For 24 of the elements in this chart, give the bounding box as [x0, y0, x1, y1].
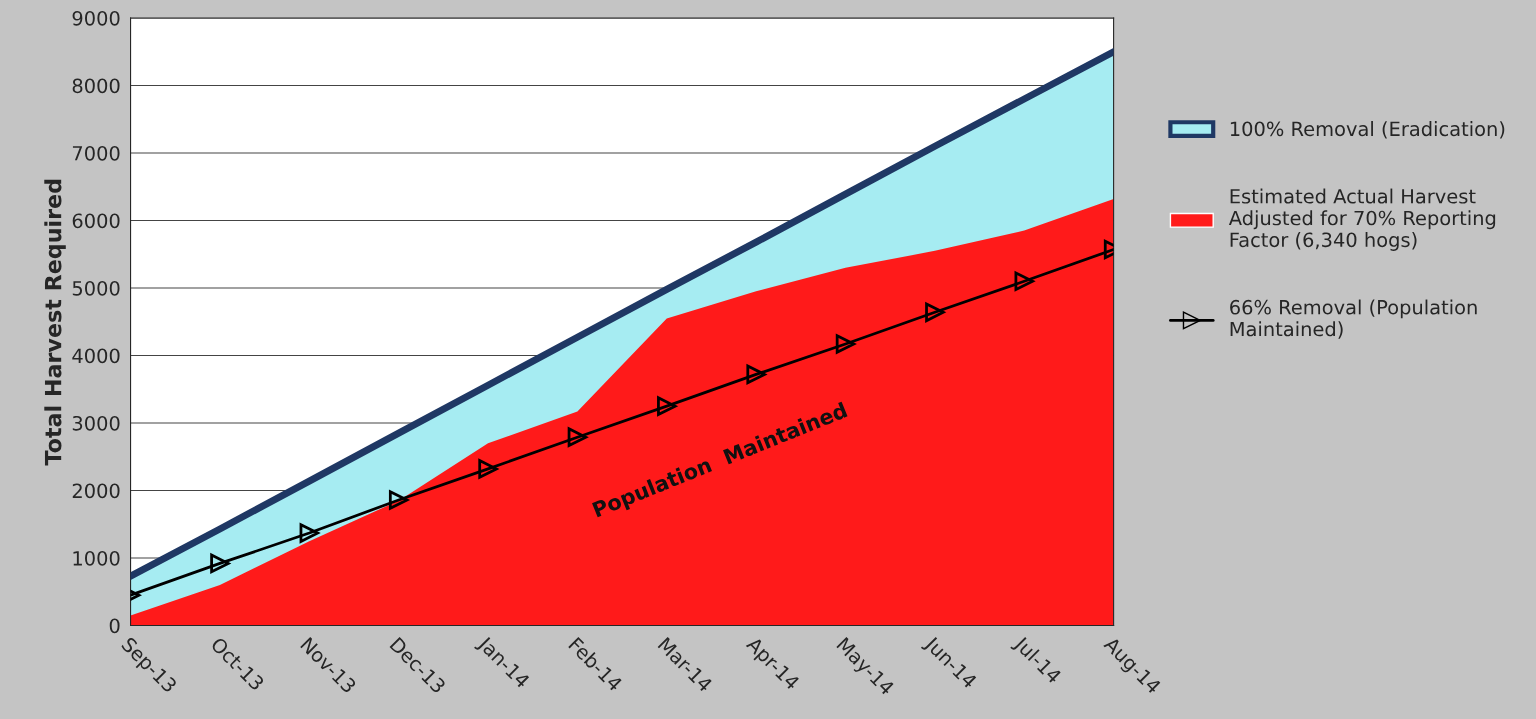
y-tick-label: 5000 — [72, 280, 120, 296]
y-tick-label: 1000 — [73, 550, 120, 566]
point — [567, 427, 588, 447]
point — [478, 459, 498, 479]
y-axis-title: Total Harvest Required — [44, 179, 66, 466]
legend-label: 66% Removal (Population Maintained) — [1230, 299, 1477, 339]
point — [1014, 271, 1034, 291]
y-tick-label: 9000 — [72, 10, 120, 26]
point — [746, 364, 766, 385]
y-tick-label: 2000 — [72, 483, 120, 499]
y-tick-label: 0 — [109, 618, 120, 634]
legend-label: Estimated Actual Harvest Adjusted for 70% Reporting Factor (6,340 hogs) — [1228, 188, 1496, 251]
y-tick-label: 6000 — [72, 213, 120, 229]
point — [657, 396, 677, 416]
point — [388, 490, 409, 510]
point — [835, 334, 856, 354]
point — [210, 553, 230, 574]
legend-label: 100% Removal (Eradication) — [1230, 121, 1505, 139]
y-tick-label: 4000 — [72, 348, 120, 364]
y-tick-label: 7000 — [72, 145, 120, 161]
point — [299, 523, 320, 543]
point — [925, 302, 945, 323]
y-tick-label: 8000 — [72, 78, 120, 94]
y-tick-label: 3000 — [72, 415, 120, 431]
